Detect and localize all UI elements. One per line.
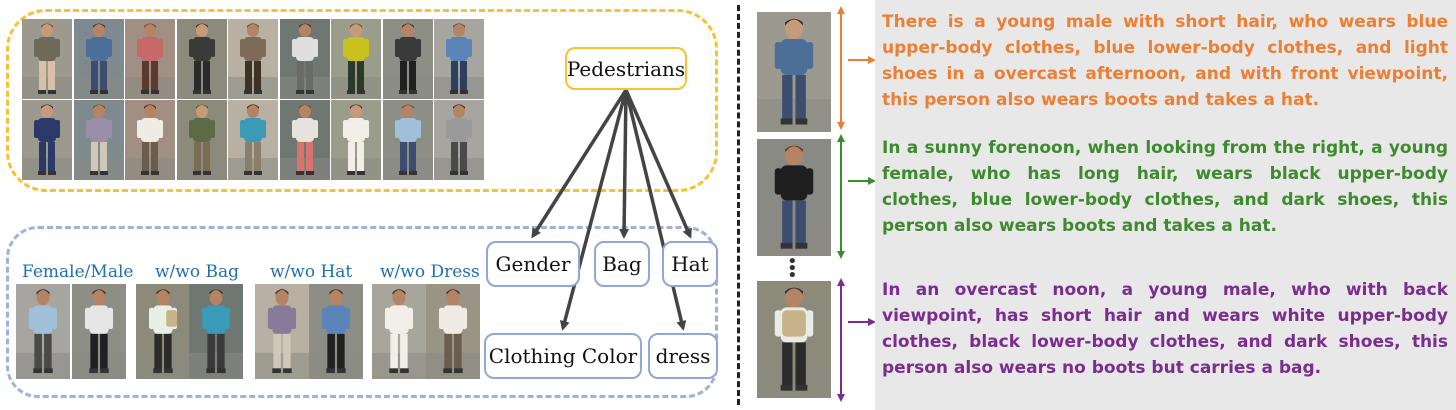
attribute-examples-group xyxy=(6,226,718,398)
gallery-image-15 xyxy=(279,100,330,180)
gallery-image-8 xyxy=(382,19,433,99)
description-arrows xyxy=(837,6,876,402)
node-gender: Gender xyxy=(486,241,580,287)
example-image-3 xyxy=(136,284,190,379)
gallery-image-12 xyxy=(125,100,175,180)
node-clothing-color: Clothing Color xyxy=(484,333,642,379)
ellipsis-dots: • • • xyxy=(787,251,798,286)
gallery-image-4 xyxy=(176,19,227,99)
description-1: There is a young male with short hair, w… xyxy=(882,12,1448,110)
arrow-to-bag xyxy=(619,89,630,239)
gallery-image-1 xyxy=(22,19,72,99)
gallery-image-3 xyxy=(125,19,175,99)
gallery-image-2 xyxy=(73,19,124,99)
example-label-gender: Female/Male xyxy=(22,262,134,282)
arrow-to-dress xyxy=(624,89,687,331)
gallery-image-17 xyxy=(382,100,433,180)
pedestrian-image-2 xyxy=(757,139,831,256)
gallery-image-11 xyxy=(73,100,124,180)
example-label-bag: w/wo Bag xyxy=(155,262,239,282)
description-2: In a sunny forenoon, when looking from t… xyxy=(882,138,1448,236)
example-image-6 xyxy=(309,284,363,379)
example-image-2 xyxy=(72,284,126,379)
gallery-image-13 xyxy=(176,100,227,180)
gallery-image-14 xyxy=(228,100,278,180)
node-hat: Hat xyxy=(662,241,718,287)
arrow-to-hat xyxy=(624,89,692,239)
pedestrian-image-3 xyxy=(757,281,831,398)
description-panel xyxy=(875,0,1456,410)
example-image-5 xyxy=(255,284,309,379)
example-image-7 xyxy=(372,284,426,379)
gallery-image-9 xyxy=(434,19,484,99)
example-image-4 xyxy=(189,284,243,379)
section-divider xyxy=(737,5,740,405)
gallery-image-10 xyxy=(22,100,72,180)
example-label-dress: w/wo Dress xyxy=(380,262,480,282)
arrow-to-gender xyxy=(531,89,628,239)
gallery-image-18 xyxy=(434,100,484,180)
description-3: In an overcast noon, a young male, who w… xyxy=(882,280,1448,378)
example-image-8 xyxy=(426,284,480,379)
gallery-image-16 xyxy=(331,100,381,180)
pedestrian-image-1 xyxy=(757,12,831,132)
gallery-image-7 xyxy=(331,19,381,99)
node-pedestrians: Pedestrians xyxy=(565,47,687,90)
example-image-1 xyxy=(16,284,70,379)
arrow-to-clothing-color xyxy=(559,89,628,331)
pedestrian-gallery-group xyxy=(6,9,718,192)
node-bag: Bag xyxy=(594,241,650,287)
attribute-tree-arrows xyxy=(531,89,692,331)
gallery-image-5 xyxy=(228,19,278,99)
example-label-hat: w/wo Hat xyxy=(270,262,353,282)
node-dress: dress xyxy=(648,333,718,379)
gallery-image-6 xyxy=(279,19,330,99)
